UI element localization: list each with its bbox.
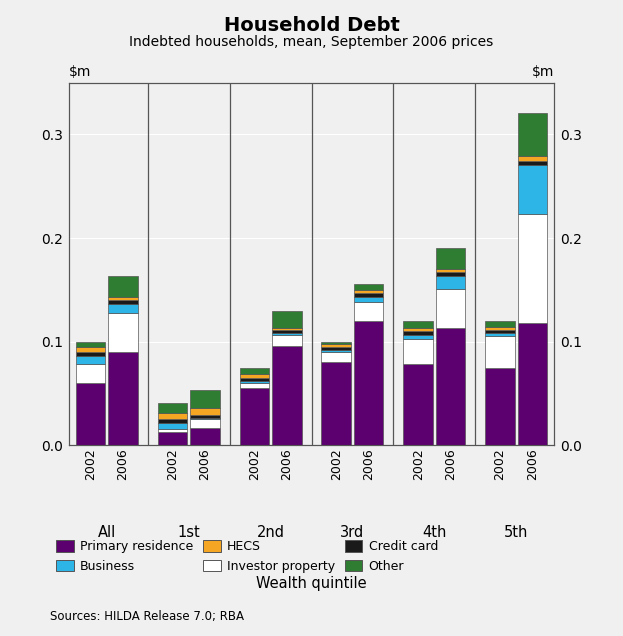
Bar [485,336,515,368]
Bar [108,352,138,445]
Text: 2nd: 2nd [257,525,285,540]
Bar [354,293,384,297]
Bar [108,313,138,352]
Bar [239,368,269,374]
Bar [239,378,269,381]
Bar [435,269,465,272]
Text: Indebted households, mean, September 2006 prices: Indebted households, mean, September 200… [130,35,493,49]
Bar [354,302,384,321]
Bar [403,338,433,364]
Text: $m: $m [69,66,91,80]
Text: All: All [98,525,116,540]
Bar [518,323,547,445]
Bar [485,333,515,336]
Bar [190,391,220,408]
Bar [321,347,351,350]
Bar [108,297,138,300]
Text: Sources: HILDA Release 7.0; RBA: Sources: HILDA Release 7.0; RBA [50,611,244,623]
Bar [108,300,138,305]
Text: 4th: 4th [422,525,447,540]
Bar [272,328,302,330]
Bar [518,162,547,165]
Bar [190,415,220,418]
Text: 3rd: 3rd [340,525,364,540]
Bar [158,424,188,429]
Text: $m: $m [532,66,554,80]
Bar [239,374,269,378]
Bar [76,356,105,364]
Bar [239,383,269,388]
Bar [403,331,433,335]
Bar [76,364,105,383]
Bar [158,429,188,432]
Bar [321,352,351,363]
Bar [518,156,547,162]
Bar [272,346,302,445]
Text: 1st: 1st [178,525,200,540]
Bar [354,321,384,445]
Text: Wealth quintile: Wealth quintile [256,576,367,591]
Text: Household Debt: Household Debt [224,16,399,35]
Bar [239,388,269,445]
Bar [76,347,105,352]
Bar [272,310,302,328]
Bar [518,214,547,323]
Bar [354,297,384,302]
Bar [321,350,351,352]
Bar [108,277,138,297]
Bar [518,165,547,214]
Bar [158,413,188,419]
Bar [485,368,515,445]
Bar [158,403,188,413]
Legend: Primary residence, Business, HECS, Investor property, Credit card, Other: Primary residence, Business, HECS, Inves… [56,540,438,572]
Bar [190,418,220,419]
Bar [321,342,351,343]
Bar [354,284,384,290]
Bar [485,321,515,327]
Bar [272,333,302,335]
Bar [272,335,302,346]
Bar [272,330,302,333]
Bar [485,327,515,330]
Bar [518,113,547,156]
Bar [435,277,465,289]
Bar [190,408,220,415]
Bar [435,328,465,445]
Bar [76,342,105,347]
Bar [403,335,433,338]
Bar [403,321,433,328]
Bar [108,305,138,313]
Bar [435,249,465,269]
Bar [485,330,515,333]
Bar [239,381,269,383]
Bar [190,427,220,445]
Bar [403,328,433,331]
Text: 5th: 5th [504,525,528,540]
Bar [403,364,433,445]
Bar [158,432,188,445]
Bar [435,272,465,277]
Bar [435,289,465,328]
Bar [321,343,351,347]
Bar [76,383,105,445]
Bar [158,419,188,424]
Bar [354,290,384,293]
Bar [190,419,220,427]
Bar [321,363,351,445]
Bar [76,352,105,356]
